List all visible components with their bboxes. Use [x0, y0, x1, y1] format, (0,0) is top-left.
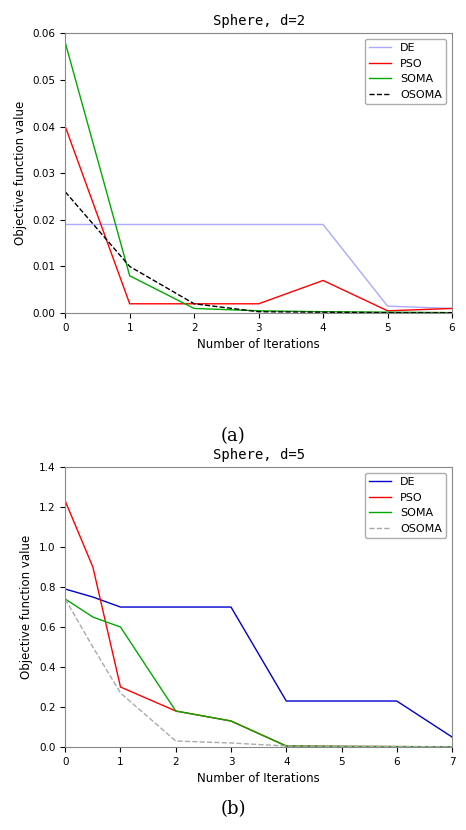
OSOMA — [449, 742, 455, 752]
PSO — [62, 121, 68, 131]
X-axis label: Number of Iterations: Number of Iterations — [197, 772, 320, 785]
PSO — [394, 742, 399, 752]
DE — [228, 602, 234, 612]
Line: DE: DE — [65, 589, 452, 737]
SOMA — [192, 304, 197, 314]
PSO — [62, 496, 68, 506]
Text: (b): (b) — [220, 800, 246, 818]
SOMA — [283, 741, 289, 751]
OSOMA — [394, 742, 399, 752]
DE — [118, 602, 123, 612]
SOMA — [385, 307, 391, 317]
PSO — [449, 742, 455, 752]
OSOMA — [127, 261, 132, 271]
DE — [394, 696, 399, 706]
SOMA — [320, 307, 326, 317]
SOMA — [127, 271, 132, 281]
OSOMA — [62, 594, 68, 604]
DE — [127, 219, 132, 229]
Y-axis label: Objective function value: Objective function value — [21, 535, 34, 679]
Line: PSO: PSO — [65, 126, 452, 310]
DE — [62, 584, 68, 594]
PSO — [339, 741, 344, 751]
SOMA — [394, 742, 399, 752]
DE — [449, 304, 455, 314]
Line: OSOMA: OSOMA — [65, 192, 452, 313]
DE — [62, 219, 68, 229]
SOMA — [256, 305, 261, 315]
PSO — [118, 682, 123, 692]
OSOMA — [339, 741, 344, 751]
OSOMA — [283, 741, 289, 751]
PSO — [228, 716, 234, 726]
PSO — [256, 299, 261, 309]
OSOMA — [173, 736, 178, 746]
DE — [173, 602, 178, 612]
Legend: DE, PSO, SOMA, OSOMA: DE, PSO, SOMA, OSOMA — [364, 39, 446, 105]
OSOMA — [90, 642, 96, 652]
Line: SOMA: SOMA — [65, 42, 452, 313]
DE — [449, 732, 455, 742]
Line: DE: DE — [65, 224, 452, 309]
PSO — [192, 299, 197, 309]
OSOMA — [449, 308, 455, 318]
DE — [320, 219, 326, 229]
PSO — [127, 299, 132, 309]
OSOMA — [118, 688, 123, 698]
SOMA — [62, 594, 68, 604]
DE — [90, 592, 96, 602]
Title: Sphere, d=2: Sphere, d=2 — [212, 14, 305, 28]
OSOMA — [192, 299, 197, 309]
OSOMA — [256, 307, 261, 317]
Text: (a): (a) — [220, 427, 246, 445]
SOMA — [173, 706, 178, 716]
Legend: DE, PSO, SOMA, OSOMA: DE, PSO, SOMA, OSOMA — [364, 472, 446, 538]
PSO — [283, 741, 289, 751]
Y-axis label: Objective function value: Objective function value — [14, 101, 27, 246]
OSOMA — [320, 307, 326, 317]
Title: Sphere, d=5: Sphere, d=5 — [212, 447, 305, 461]
SOMA — [339, 741, 344, 751]
OSOMA — [385, 308, 391, 318]
PSO — [385, 305, 391, 315]
PSO — [449, 304, 455, 314]
PSO — [90, 562, 96, 572]
Line: PSO: PSO — [65, 501, 452, 747]
OSOMA — [228, 738, 234, 748]
SOMA — [62, 37, 68, 47]
DE — [283, 696, 289, 706]
PSO — [173, 706, 178, 716]
Line: SOMA: SOMA — [65, 599, 452, 747]
DE — [385, 301, 391, 311]
DE — [256, 219, 261, 229]
SOMA — [449, 308, 455, 318]
PSO — [320, 276, 326, 286]
X-axis label: Number of Iterations: Number of Iterations — [197, 339, 320, 351]
Line: OSOMA: OSOMA — [65, 599, 452, 747]
SOMA — [118, 622, 123, 632]
DE — [192, 219, 197, 229]
OSOMA — [62, 187, 68, 197]
SOMA — [449, 742, 455, 752]
SOMA — [228, 716, 234, 726]
SOMA — [90, 612, 96, 622]
